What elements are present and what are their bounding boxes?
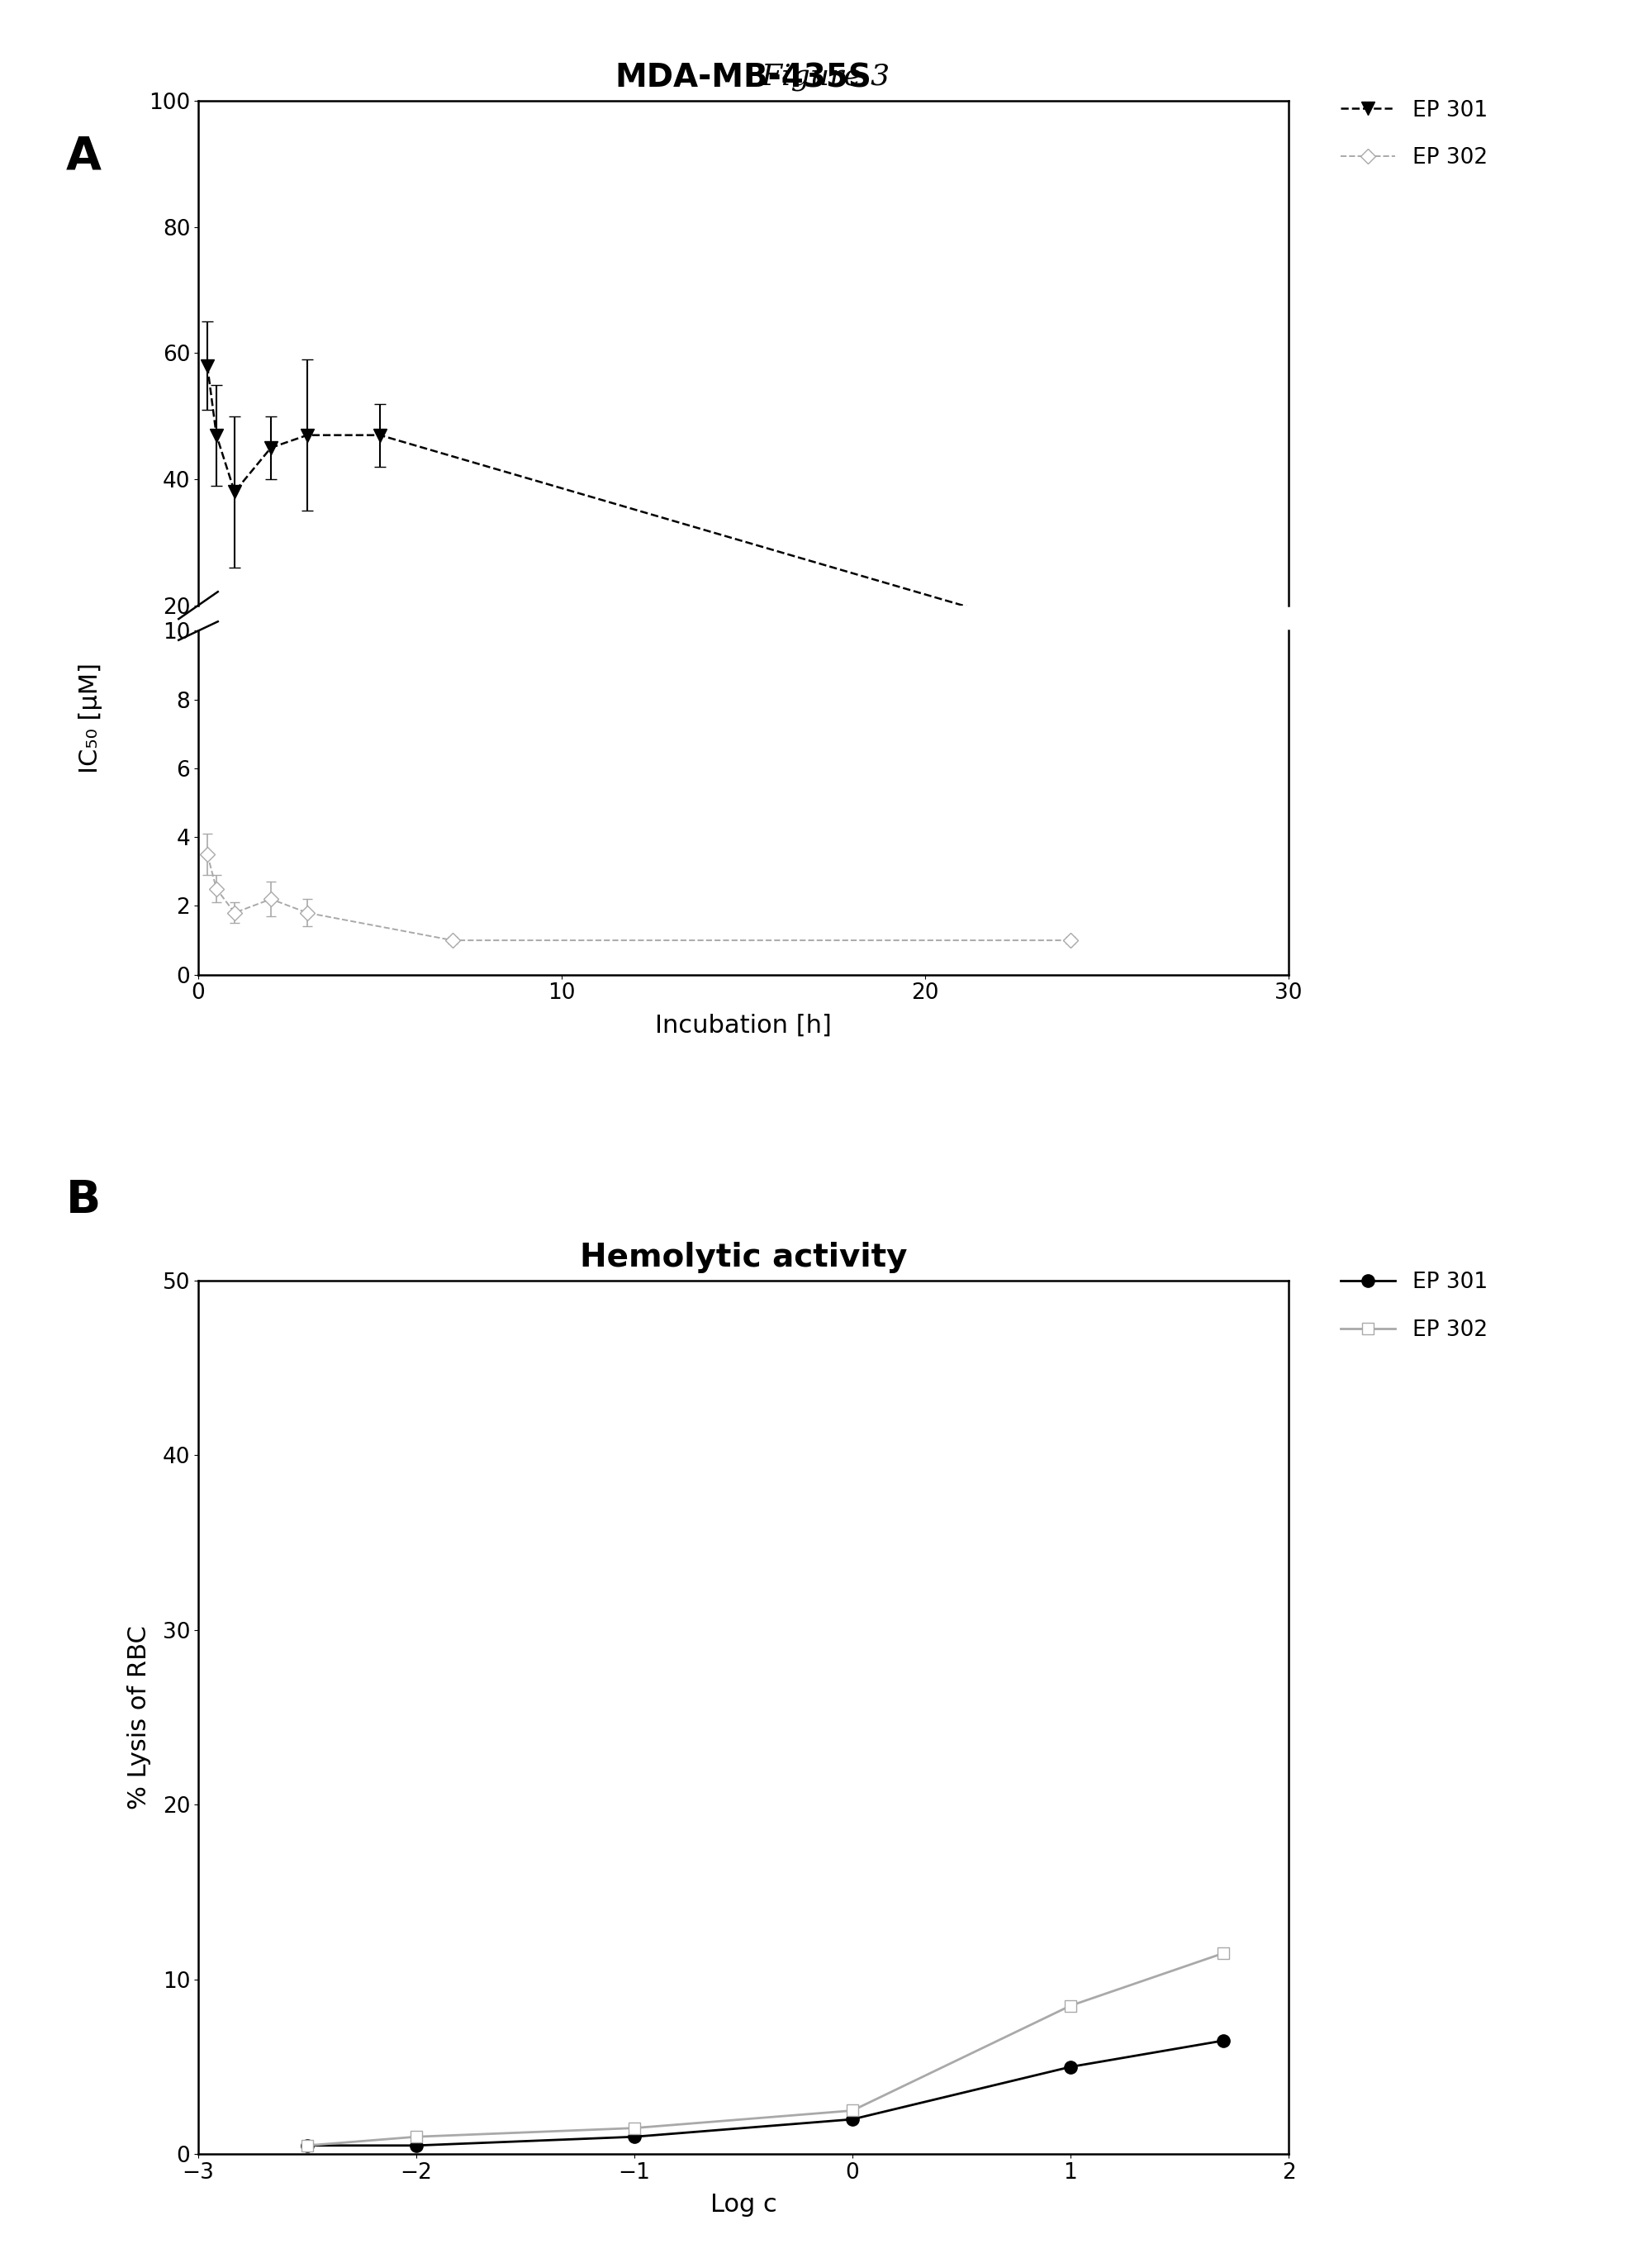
EP 302 bbox=[406, 2123, 426, 2150]
EP 301 bbox=[297, 2132, 317, 2159]
Legend: EP 301, EP 302: EP 301, EP 302 bbox=[1332, 1263, 1497, 1349]
Title: MDA-MB-435S: MDA-MB-435S bbox=[615, 63, 872, 94]
Title: Hemolytic activity: Hemolytic activity bbox=[580, 1241, 907, 1272]
Text: Figure 3: Figure 3 bbox=[762, 63, 890, 92]
Text: A: A bbox=[66, 135, 102, 180]
X-axis label: Log c: Log c bbox=[710, 2192, 776, 2217]
EP 301 bbox=[624, 2123, 644, 2150]
EP 301 bbox=[1061, 2053, 1080, 2080]
EP 302 bbox=[1061, 1993, 1080, 2020]
Text: IC₅₀ [μM]: IC₅₀ [μM] bbox=[79, 662, 102, 774]
Text: B: B bbox=[66, 1178, 101, 1223]
EP 302 bbox=[843, 2098, 862, 2125]
EP 301 bbox=[843, 2105, 862, 2132]
EP 301 bbox=[406, 2132, 426, 2159]
Line: EP 302: EP 302 bbox=[302, 1948, 1229, 2152]
X-axis label: Incubation [h]: Incubation [h] bbox=[656, 1014, 831, 1037]
EP 302 bbox=[297, 2132, 317, 2159]
Line: EP 301: EP 301 bbox=[301, 2035, 1229, 2152]
Legend: EP 301, EP 302: EP 301, EP 302 bbox=[1332, 92, 1497, 177]
Y-axis label: % Lysis of RBC: % Lysis of RBC bbox=[127, 1625, 150, 1809]
EP 302 bbox=[1213, 1939, 1232, 1966]
EP 302 bbox=[624, 2114, 644, 2141]
EP 301 bbox=[1213, 2026, 1232, 2053]
